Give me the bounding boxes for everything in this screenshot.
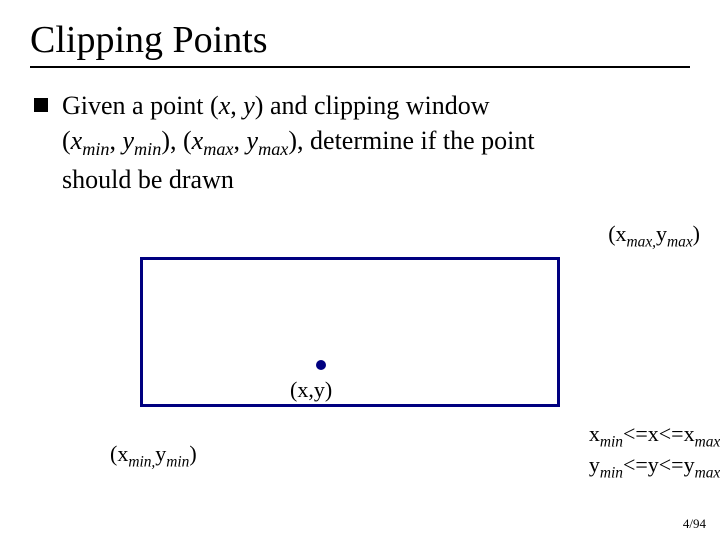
page-number: 4/94: [683, 516, 706, 532]
label-xmax-ymax: (xmax,ymax): [608, 221, 700, 251]
bullet-item: Given a point (x, y) and clipping window…: [30, 88, 690, 197]
title-rule: [30, 66, 690, 68]
inequality-conditions: xmin<=x<=xmax? ymin<=y<=ymax?: [589, 421, 720, 483]
point-label: (x,y): [290, 377, 332, 403]
bullet-text: Given a point (x, y) and clipping window…: [62, 88, 690, 197]
page-title: Clipping Points: [30, 18, 690, 62]
clipping-diagram: (xmax,ymax) (xmin,ymin) (x,y) xmin<=x<=x…: [140, 257, 580, 427]
inequality-x: xmin<=x<=xmax?: [589, 421, 720, 452]
point-marker: [316, 360, 326, 370]
square-bullet-icon: [34, 98, 48, 112]
clipping-window-rect: [140, 257, 560, 407]
inequality-y: ymin<=y<=ymax?: [589, 452, 720, 483]
label-xmin-ymin: (xmin,ymin): [110, 441, 197, 471]
